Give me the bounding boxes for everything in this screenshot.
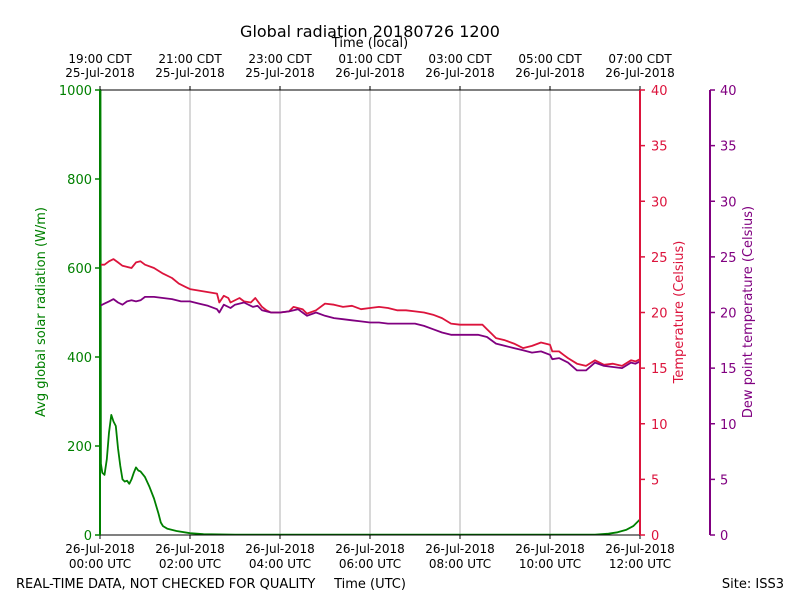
top-tick-label-time: 23:00 CDT: [248, 52, 312, 66]
top-tick-label-time: 05:00 CDT: [518, 52, 582, 66]
x-tick-label-date: 26-Jul-2018: [425, 542, 495, 556]
top-tick-label-time: 19:00 CDT: [68, 52, 132, 66]
temperature-axis-label: Temperature (Celsius): [672, 241, 687, 385]
top-tick-label-date: 26-Jul-2018: [335, 66, 405, 80]
x-tick-label-time: 00:00 UTC: [69, 557, 131, 571]
dewpoint-tick-label: 40: [720, 84, 737, 99]
dewpoint-tick-label: 10: [720, 418, 737, 433]
radiation-tick-label: 200: [67, 440, 92, 455]
x-tick-label-time: 08:00 UTC: [429, 557, 491, 571]
x-tick-label-date: 26-Jul-2018: [65, 542, 135, 556]
x-tick-label-date: 26-Jul-2018: [245, 542, 315, 556]
top-axis-label: Time (local): [331, 36, 408, 51]
x-axis-label: Time (UTC): [333, 577, 406, 592]
x-tick-label-time: 06:00 UTC: [339, 557, 401, 571]
dewpoint-line: [99, 295, 641, 372]
top-tick-label-time: 03:00 CDT: [428, 52, 492, 66]
top-tick-label-date: 25-Jul-2018: [245, 66, 315, 80]
temperature-tick-label: 0: [651, 529, 659, 544]
chart-title: Global radiation 20180726 1200: [240, 22, 500, 41]
temperature-line: [100, 258, 641, 367]
top-tick-label-time: 21:00 CDT: [158, 52, 222, 66]
x-tick-label-date: 26-Jul-2018: [515, 542, 585, 556]
x-tick-label-date: 26-Jul-2018: [335, 542, 405, 556]
radiation-axis-label: Avg global solar radiation (W/m): [34, 207, 49, 417]
dewpoint-tick-label: 20: [720, 307, 737, 322]
top-tick-label-date: 26-Jul-2018: [515, 66, 585, 80]
top-tick-label-time: 07:00 CDT: [608, 52, 672, 66]
temperature-tick-label: 35: [651, 140, 668, 155]
x-tick-label-time: 04:00 UTC: [249, 557, 311, 571]
radiation-tick-label: 0: [84, 529, 92, 544]
temperature-tick-label: 25: [651, 251, 668, 266]
top-tick-label-time: 01:00 CDT: [338, 52, 402, 66]
temperature-tick-label: 30: [651, 195, 668, 210]
footer-quality-note: REAL-TIME DATA, NOT CHECKED FOR QUALITY: [16, 577, 315, 592]
radiation-tick-label: 1000: [59, 84, 92, 99]
dewpoint-tick-label: 35: [720, 140, 737, 155]
dewpoint-tick-label: 15: [720, 362, 737, 377]
footer-site: Site: ISS3: [722, 577, 784, 592]
temperature-tick-label: 5: [651, 473, 659, 488]
radiation-tick-label: 600: [67, 262, 92, 277]
x-tick-label-date: 26-Jul-2018: [605, 542, 675, 556]
temperature-tick-label: 20: [651, 307, 668, 322]
top-tick-label-date: 25-Jul-2018: [65, 66, 135, 80]
top-tick-label-date: 26-Jul-2018: [605, 66, 675, 80]
temperature-tick-label: 15: [651, 362, 668, 377]
radiation-tick-label: 800: [67, 173, 92, 188]
x-tick-label-time: 02:00 UTC: [159, 557, 221, 571]
dewpoint-tick-label: 30: [720, 195, 737, 210]
temperature-tick-label: 40: [651, 84, 668, 99]
dewpoint-axis-label: Dew point temperature (Celsius): [741, 206, 756, 418]
dewpoint-tick-label: 0: [720, 529, 728, 544]
dewpoint-tick-label: 5: [720, 473, 728, 488]
x-tick-label-time: 12:00 UTC: [609, 557, 671, 571]
x-tick-label-date: 26-Jul-2018: [155, 542, 225, 556]
radiation-tick-label: 400: [67, 351, 92, 366]
top-tick-label-date: 25-Jul-2018: [155, 66, 225, 80]
dewpoint-tick-label: 25: [720, 251, 737, 266]
x-tick-label-time: 10:00 UTC: [519, 557, 581, 571]
top-tick-label-date: 26-Jul-2018: [425, 66, 495, 80]
temperature-tick-label: 10: [651, 418, 668, 433]
